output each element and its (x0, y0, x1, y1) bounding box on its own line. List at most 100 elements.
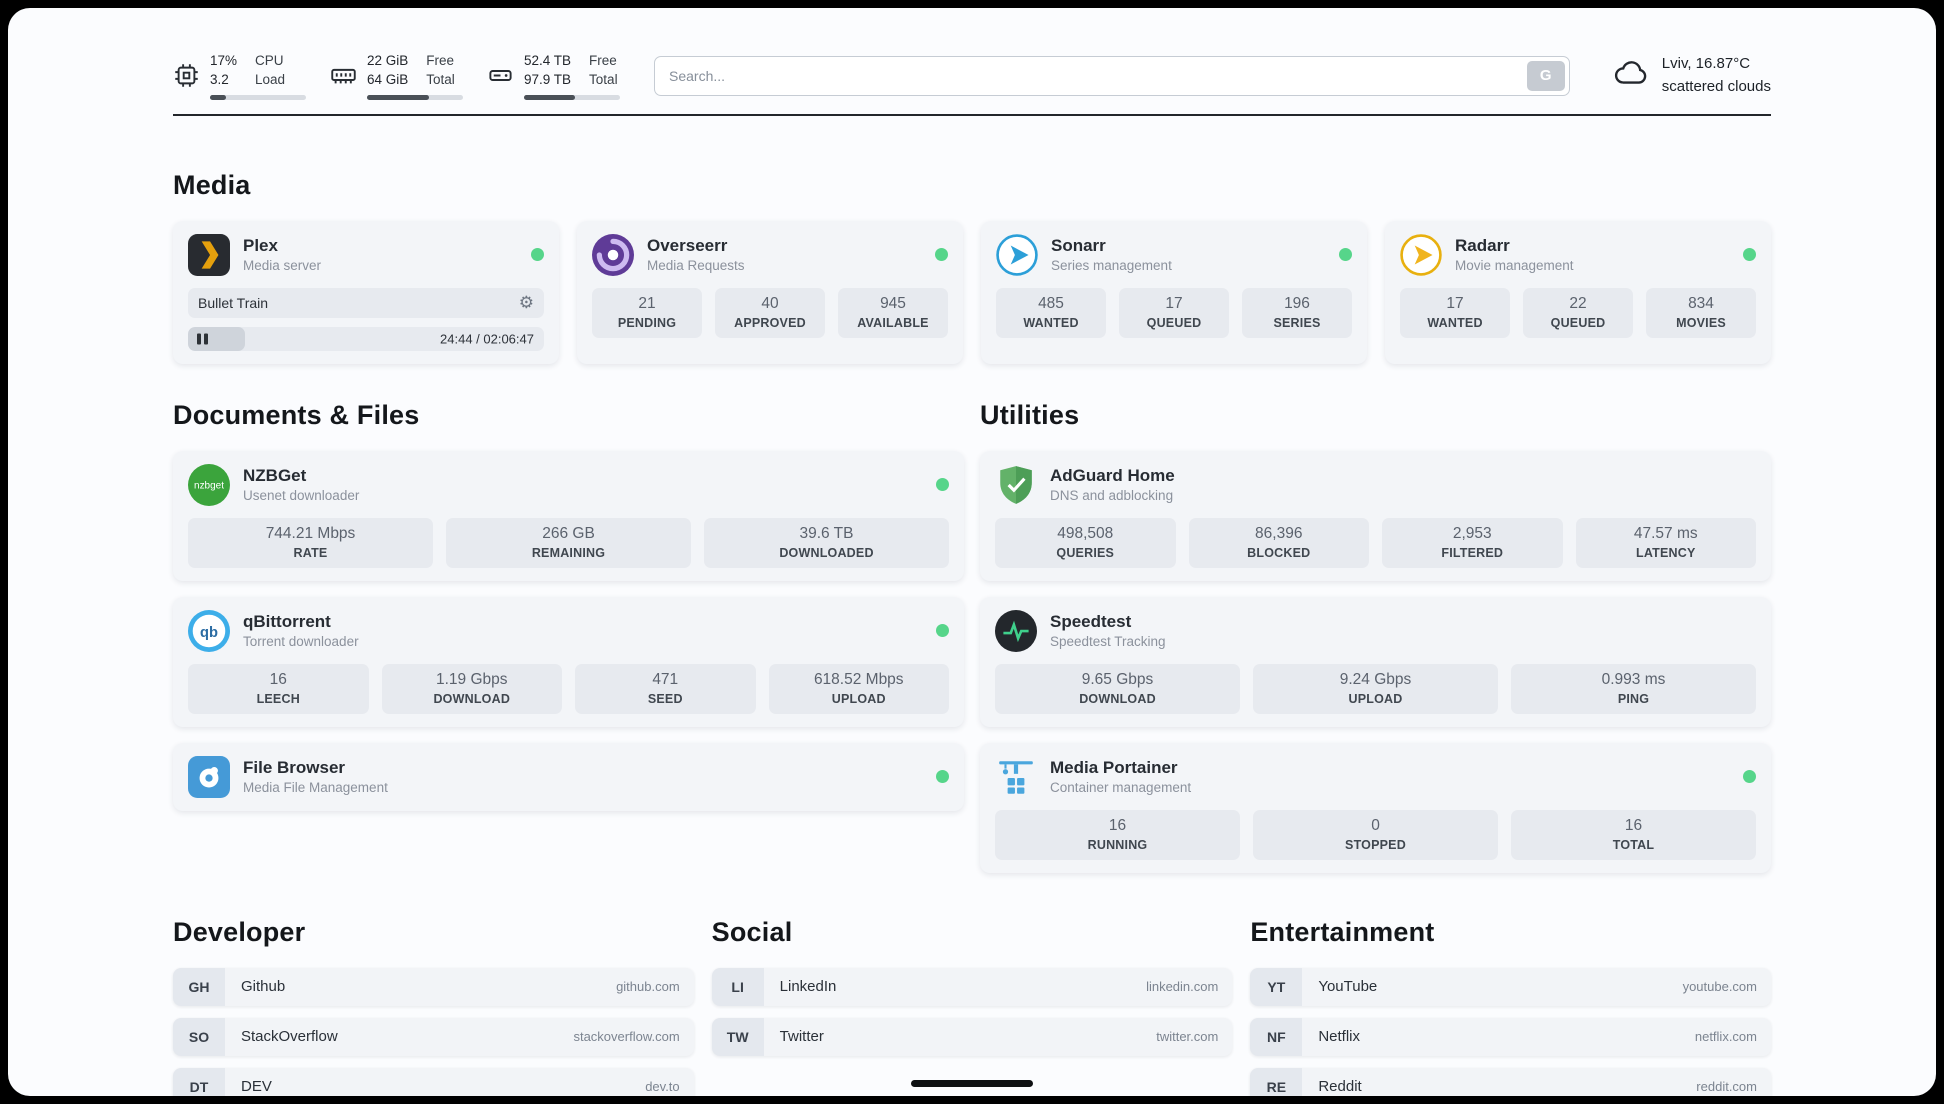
media-grid: Plex Media server Bullet Train ⚙ 24:44 /… (173, 220, 1771, 364)
topbar: 17% 3.2 CPU Load (173, 52, 1771, 100)
dashboard-page: 17% 3.2 CPU Load (8, 8, 1936, 1096)
service-subtitle: Container management (1050, 780, 1192, 796)
playback-time: 24:44 / 02:06:47 (440, 331, 534, 347)
weather-widget: Lviv, 16.87°C scattered clouds (1612, 53, 1771, 98)
service-name: NZBGet (243, 466, 307, 486)
bookmark-abbr: SO (173, 1017, 225, 1056)
bookmark-name: YouTube (1318, 978, 1378, 996)
documents-column: Documents & Files nzbget NZBGet Usenet d… (173, 400, 964, 811)
service-name: Media Portainer (1050, 758, 1178, 778)
ram-free-label: Free (426, 53, 455, 68)
pause-icon[interactable] (197, 333, 208, 345)
svg-text:qb: qb (200, 625, 218, 641)
stat-wanted: 17 WANTED (1400, 287, 1510, 338)
utilities-column: Utilities AdGuard Home DNS and adblockin… (980, 400, 1771, 873)
bookmark-reddit[interactable]: RE Reddit reddit.com (1250, 1067, 1771, 1096)
status-online-dot (936, 478, 949, 492)
stat-download: 1.19 Gbps DOWNLOAD (381, 663, 562, 714)
disk-icon (487, 62, 514, 89)
stat-blocked: 86,396 BLOCKED (1188, 517, 1369, 568)
status-online-dot (531, 248, 544, 262)
disk-metric: 52.4 TB 97.9 TB Free Total (487, 52, 620, 100)
filebrowser-icon (188, 755, 230, 798)
bookmarks-area: Developer GH Github github.com SO StackO… (173, 917, 1771, 1096)
stat-seed: 471 SEED (575, 663, 756, 714)
section-title-media: Media (173, 169, 251, 200)
cpu-usage-value: 17% (210, 53, 238, 68)
bookmark-url: github.com (616, 979, 680, 995)
bookmark-youtube[interactable]: YT YouTube youtube.com (1250, 967, 1771, 1006)
ram-free-value: 22 GiB (367, 53, 409, 68)
service-card-nzbget[interactable]: nzbget NZBGet Usenet downloader 744.21 M… (173, 450, 964, 581)
service-card-sonarr[interactable]: Sonarr Series management 485 WANTED 17 Q… (981, 220, 1367, 364)
bookmark-name: StackOverflow (241, 1028, 338, 1046)
stat-available: 945 AVAILABLE (838, 287, 948, 338)
section-title-documents: Documents & Files (173, 399, 420, 430)
search-engine-button[interactable]: G (1526, 60, 1565, 91)
disk-free-value: 52.4 TB (524, 53, 572, 68)
weather-location: Lviv, 16.87°C (1661, 55, 1751, 73)
ram-icon (330, 62, 357, 89)
bookmark-url: netflix.com (1694, 1029, 1757, 1045)
bookmark-stackoverflow[interactable]: SO StackOverflow stackoverflow.com (173, 1017, 694, 1056)
bookmark-dev[interactable]: DT DEV dev.to (173, 1067, 694, 1096)
bookmark-url: dev.to (645, 1079, 680, 1095)
status-online-dot (936, 770, 949, 784)
service-name: Overseerr (647, 236, 728, 256)
bookmark-url: youtube.com (1682, 979, 1757, 995)
bookmark-name: DEV (241, 1078, 272, 1096)
service-subtitle: Speedtest Tracking (1050, 634, 1166, 650)
svg-text:nzbget: nzbget (194, 480, 224, 491)
service-card-qbittorrent[interactable]: qb qBittorrent Torrent downloader 16 LEE… (173, 596, 964, 727)
bookmark-netflix[interactable]: NF Netflix netflix.com (1250, 1017, 1771, 1056)
status-online-dot (1743, 770, 1756, 784)
ram-total-value: 64 GiB (367, 71, 409, 87)
section-title-utilities: Utilities (980, 399, 1080, 430)
service-subtitle: Torrent downloader (243, 634, 359, 650)
bookmark-github[interactable]: GH Github github.com (173, 967, 694, 1006)
speedtest-icon (995, 609, 1037, 652)
service-subtitle: DNS and adblocking (1050, 488, 1174, 504)
qbittorrent-icon: qb (188, 609, 230, 652)
service-subtitle: Usenet downloader (243, 488, 360, 504)
bookmark-url: twitter.com (1156, 1029, 1219, 1045)
service-subtitle: Media File Management (243, 780, 388, 796)
service-card-speedtest[interactable]: Speedtest Speedtest Tracking 9.65 Gbps D… (980, 596, 1771, 727)
bookmark-url: reddit.com (1696, 1079, 1757, 1095)
bookmarks-developer: Developer GH Github github.com SO StackO… (173, 917, 694, 1096)
bookmarks-entertainment: Entertainment YT YouTube youtube.com NF … (1250, 917, 1771, 1096)
bookmark-name: Twitter (779, 1028, 824, 1046)
stat-filtered: 2,953 FILTERED (1382, 517, 1563, 568)
disk-total-label: Total (589, 71, 618, 87)
service-card-radarr[interactable]: Radarr Movie management 17 WANTED 22 QUE… (1385, 220, 1771, 364)
service-card-portainer[interactable]: Media Portainer Container management 16 … (980, 742, 1771, 873)
cpu-icon (173, 62, 200, 89)
overseerr-icon (592, 233, 634, 276)
stat-ping: 0.993 ms PING (1511, 663, 1756, 714)
adguard-icon (995, 464, 1037, 506)
service-card-adguard[interactable]: AdGuard Home DNS and adblocking 498,508 … (980, 450, 1771, 581)
cpu-load-value: 3.2 (210, 71, 229, 87)
service-card-filebrowser[interactable]: File Browser Media File Management (173, 742, 964, 811)
stat-stopped: 0 STOPPED (1253, 809, 1498, 860)
bookmark-abbr: GH (173, 967, 225, 1006)
home-indicator (911, 1080, 1033, 1087)
gear-icon[interactable]: ⚙ (518, 293, 534, 313)
system-metrics: 17% 3.2 CPU Load (173, 52, 620, 100)
playback-progress-bar[interactable]: 24:44 / 02:06:47 (188, 326, 544, 351)
bookmark-linkedin[interactable]: LI LinkedIn linkedin.com (711, 967, 1233, 1006)
service-card-plex[interactable]: Plex Media server Bullet Train ⚙ 24:44 /… (173, 220, 559, 364)
service-name: Sonarr (1051, 236, 1106, 256)
service-card-overseerr[interactable]: Overseerr Media Requests 21 PENDING 40 A… (577, 220, 963, 364)
bookmark-abbr: LI (711, 967, 764, 1006)
cpu-progress-bar (210, 94, 306, 100)
disk-free-label: Free (589, 53, 617, 68)
bookmark-twitter[interactable]: TW Twitter twitter.com (711, 1017, 1233, 1056)
stat-wanted: 485 WANTED (996, 287, 1106, 338)
stat-upload: 618.52 Mbps UPLOAD (768, 663, 949, 714)
stat-total: 16 TOTAL (1511, 809, 1756, 860)
search-input[interactable] (654, 55, 1570, 96)
service-subtitle: Media server (243, 258, 322, 274)
bookmarks-social: Social LI LinkedIn linkedin.com TW Twitt… (711, 917, 1233, 1096)
